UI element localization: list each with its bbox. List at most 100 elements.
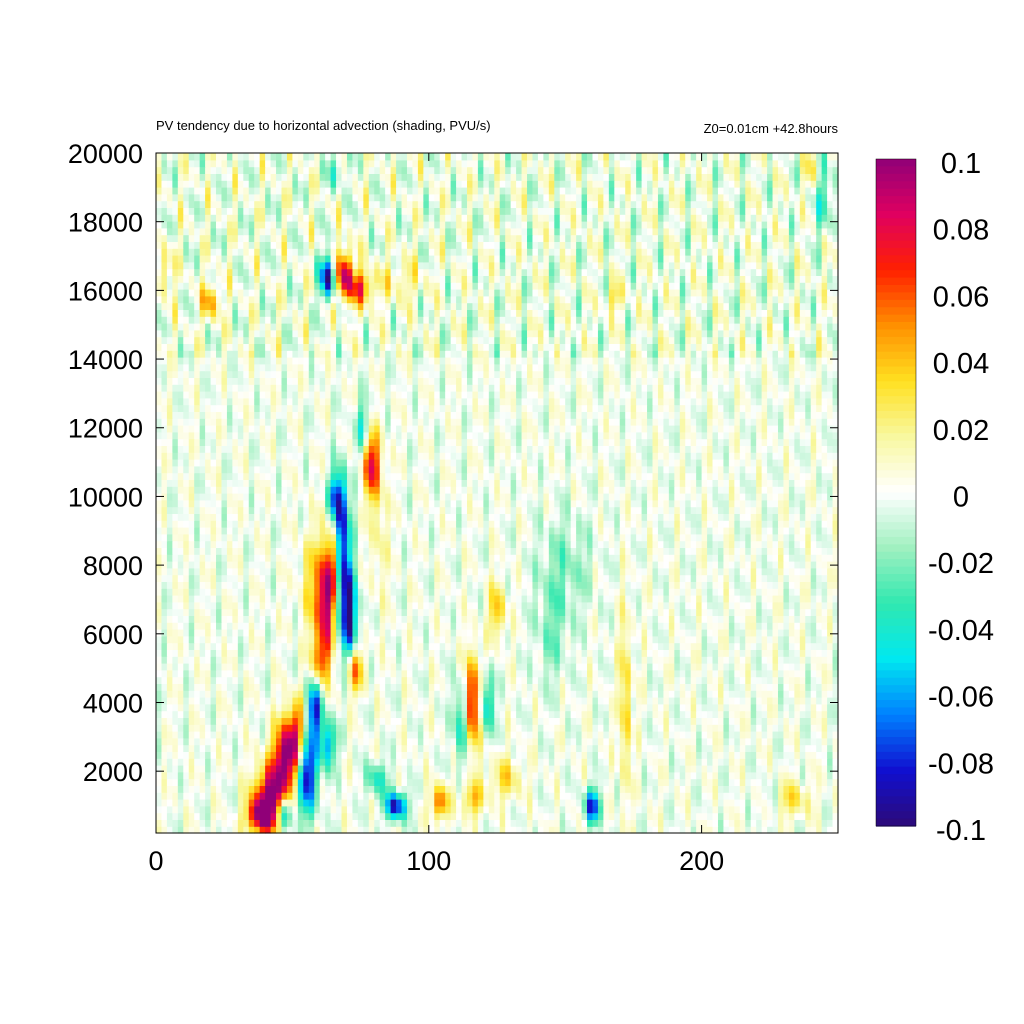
heatmap-cell [559,588,566,596]
heatmap-cell [570,615,577,623]
heatmap-cell [636,765,643,773]
heatmap-cell [663,601,670,610]
heatmap-cell [243,629,250,637]
heatmap-cell [330,751,337,759]
heatmap-cell [527,683,534,691]
heatmap-cell [647,737,654,746]
heatmap-cell [237,595,244,603]
heatmap-cell [363,710,370,718]
heatmap-cell [194,622,201,630]
heatmap-cell [821,629,828,637]
heatmap-cell [243,595,250,603]
heatmap-cell [226,601,233,610]
heatmap-cell [674,826,681,834]
heatmap-cell [477,731,484,739]
heatmap-cell [750,703,757,712]
heatmap-cell [423,751,430,759]
heatmap-cell [505,799,512,807]
heatmap-cell [199,561,206,569]
heatmap-cell [565,676,572,684]
heatmap-cell [527,581,534,589]
heatmap-cell [346,663,354,671]
heatmap-cell [183,629,190,637]
heatmap-cell [281,635,288,644]
heatmap-cell [237,826,244,834]
heatmap-cell [276,561,283,569]
heatmap-cell [297,561,304,569]
heatmap-cell [177,567,184,576]
heatmap-cell [172,656,179,664]
heatmap-cell [668,710,675,718]
heatmap-cell [357,765,364,773]
heatmap-cell [330,663,337,671]
heatmap-cell [461,731,468,739]
heatmap-cell [401,601,408,610]
heatmap-cell [559,676,566,684]
heatmap-cell [668,826,675,834]
heatmap-cell [445,785,452,793]
heatmap-cell [603,758,610,766]
heatmap-cell [292,819,299,827]
heatmap-cell [303,737,310,746]
heatmap-cell [183,799,190,807]
heatmap-cell [521,622,528,630]
heatmap-cell [799,771,806,780]
heatmap-cell [516,724,523,732]
heatmap-cell [799,622,806,630]
heatmap-cell [641,758,648,766]
heatmap-cell [406,669,414,678]
heatmap-cell [647,635,654,644]
heatmap-cell [739,703,746,712]
heatmap-cell [248,799,255,807]
heatmap-cell [788,561,795,569]
heatmap-cell [510,649,517,657]
heatmap-cell [450,595,457,603]
heatmap-cell [499,737,506,746]
heatmap-cell [248,629,255,637]
heatmap-cell [641,635,648,644]
heatmap-cell [368,669,375,678]
heatmap-cell [810,819,817,827]
heatmap-cell [641,778,648,786]
heatmap-cell [772,561,779,569]
heatmap-cell [325,615,332,623]
heatmap-cell [428,567,435,576]
heatmap-cell [396,676,403,684]
heatmap-cell [739,731,746,739]
heatmap-cell [156,751,163,759]
heatmap-cell [248,669,255,678]
heatmap-cell [346,608,354,616]
heatmap-cell [423,588,430,596]
heatmap-cell [488,792,495,800]
heatmap-cell [581,724,588,732]
heatmap-cell [510,595,517,603]
heatmap-cell [696,561,703,569]
heatmap-cell [374,744,381,752]
heatmap-cell [521,663,528,671]
heatmap-cell [161,744,168,752]
heatmap-cell [379,758,386,766]
heatmap-cell [799,676,806,684]
heatmap-cell [537,751,544,759]
heatmap-cell [783,683,790,691]
heatmap-cell [565,635,572,644]
heatmap-cell [417,758,424,766]
heatmap-cell [325,581,332,589]
heatmap-cell [810,642,817,650]
heatmap-cell [516,771,523,780]
heatmap-cell [767,642,774,650]
heatmap-cell [461,744,468,752]
heatmap-cell [254,588,261,596]
heatmap-cell [325,744,332,752]
heatmap-cell [341,710,348,718]
heatmap-cell [423,737,430,746]
heatmap-cell [788,629,795,637]
heatmap-cell [581,649,588,657]
heatmap-cell [788,785,795,793]
heatmap-cell [188,710,195,718]
heatmap-cell [734,649,741,657]
heatmap-cell [456,581,463,589]
heatmap-cell [456,649,463,657]
heatmap-cell [619,826,626,834]
heatmap-cell [603,799,610,807]
